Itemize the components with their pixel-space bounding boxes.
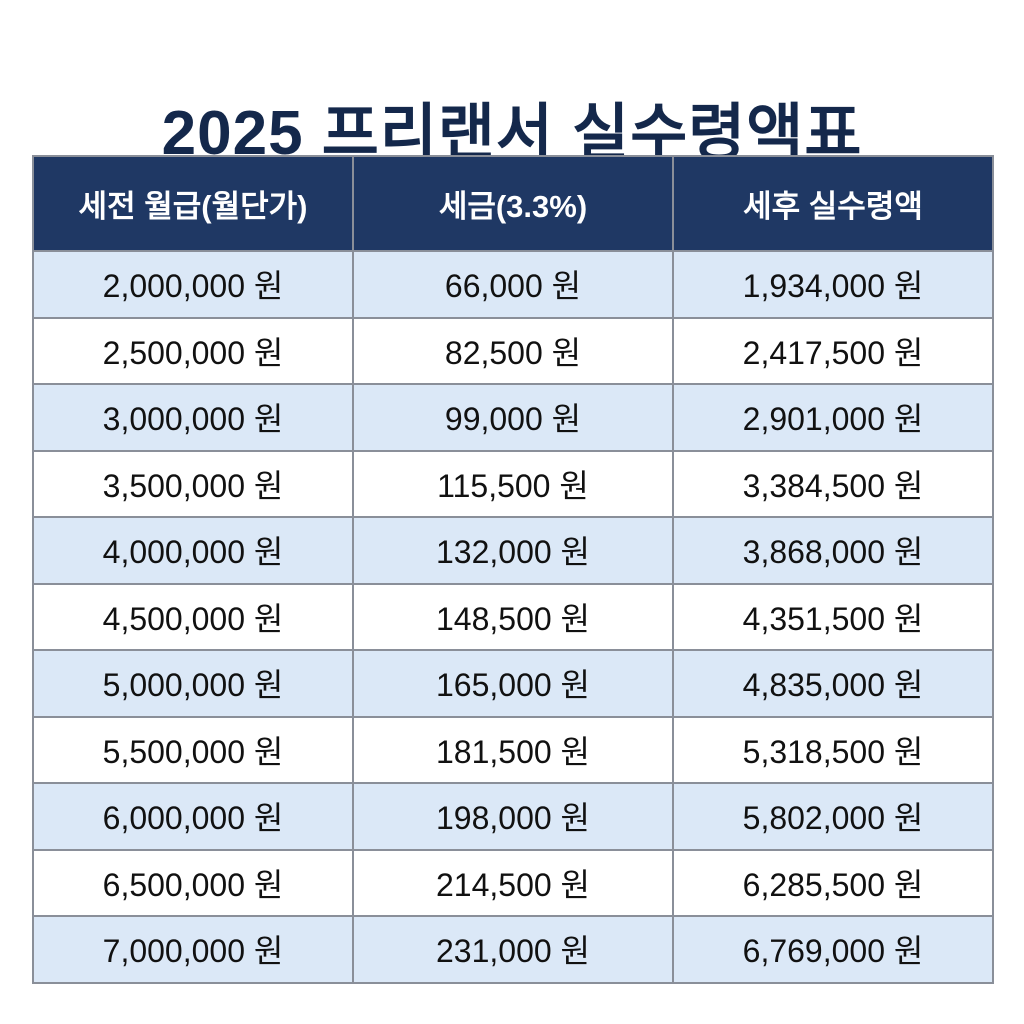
tax-cell: 99,000 원 [352, 383, 674, 452]
net-cell: 2,417,500 원 [672, 316, 994, 385]
pretax-cell: 4,000,000 원 [32, 516, 354, 585]
pretax-cell: 3,000,000 원 [32, 383, 354, 452]
salary-table: 세전 월급(월단가) 세금(3.3%) 세후 실수령액 2,000,000 원 … [32, 155, 994, 984]
tax-cell: 214,500 원 [352, 848, 674, 917]
net-cell: 5,318,500 원 [672, 715, 994, 784]
table-row: 6,000,000 원 198,000 원 5,802,000 원 [32, 782, 994, 851]
tax-cell: 66,000 원 [352, 250, 674, 319]
table-row: 2,500,000 원 82,500 원 2,417,500 원 [32, 316, 994, 385]
tax-cell: 181,500 원 [352, 715, 674, 784]
header-pretax-salary: 세전 월급(월단가) [32, 155, 354, 252]
tax-cell: 132,000 원 [352, 516, 674, 585]
pretax-cell: 5,500,000 원 [32, 715, 354, 784]
table-row: 3,500,000 원 115,500 원 3,384,500 원 [32, 449, 994, 518]
table-row: 2,000,000 원 66,000 원 1,934,000 원 [32, 250, 994, 319]
net-cell: 4,351,500 원 [672, 582, 994, 651]
header-tax: 세금(3.3%) [352, 155, 674, 252]
table-row: 4,500,000 원 148,500 원 4,351,500 원 [32, 582, 994, 651]
pretax-cell: 6,000,000 원 [32, 782, 354, 851]
tax-cell: 165,000 원 [352, 649, 674, 718]
tax-cell: 115,500 원 [352, 449, 674, 518]
table-row: 5,500,000 원 181,500 원 5,318,500 원 [32, 715, 994, 784]
net-cell: 4,835,000 원 [672, 649, 994, 718]
tax-cell: 82,500 원 [352, 316, 674, 385]
pretax-cell: 2,000,000 원 [32, 250, 354, 319]
net-cell: 5,802,000 원 [672, 782, 994, 851]
header-row: 세전 월급(월단가) 세금(3.3%) 세후 실수령액 [32, 155, 994, 252]
net-cell: 6,285,500 원 [672, 848, 994, 917]
table-row: 7,000,000 원 231,000 원 6,769,000 원 [32, 915, 994, 984]
header-net-income: 세후 실수령액 [672, 155, 994, 252]
net-cell: 6,769,000 원 [672, 915, 994, 984]
tax-cell: 198,000 원 [352, 782, 674, 851]
table-row: 4,000,000 원 132,000 원 3,868,000 원 [32, 516, 994, 585]
pretax-cell: 3,500,000 원 [32, 449, 354, 518]
table-body: 2,000,000 원 66,000 원 1,934,000 원 2,500,0… [32, 250, 994, 984]
tax-cell: 231,000 원 [352, 915, 674, 984]
net-cell: 3,384,500 원 [672, 449, 994, 518]
pretax-cell: 2,500,000 원 [32, 316, 354, 385]
table-row: 6,500,000 원 214,500 원 6,285,500 원 [32, 848, 994, 917]
pretax-cell: 6,500,000 원 [32, 848, 354, 917]
pretax-cell: 4,500,000 원 [32, 582, 354, 651]
pretax-cell: 7,000,000 원 [32, 915, 354, 984]
table-row: 5,000,000 원 165,000 원 4,835,000 원 [32, 649, 994, 718]
tax-cell: 148,500 원 [352, 582, 674, 651]
table-row: 3,000,000 원 99,000 원 2,901,000 원 [32, 383, 994, 452]
net-cell: 3,868,000 원 [672, 516, 994, 585]
pretax-cell: 5,000,000 원 [32, 649, 354, 718]
net-cell: 2,901,000 원 [672, 383, 994, 452]
net-cell: 1,934,000 원 [672, 250, 994, 319]
table-header: 세전 월급(월단가) 세금(3.3%) 세후 실수령액 [32, 155, 994, 252]
